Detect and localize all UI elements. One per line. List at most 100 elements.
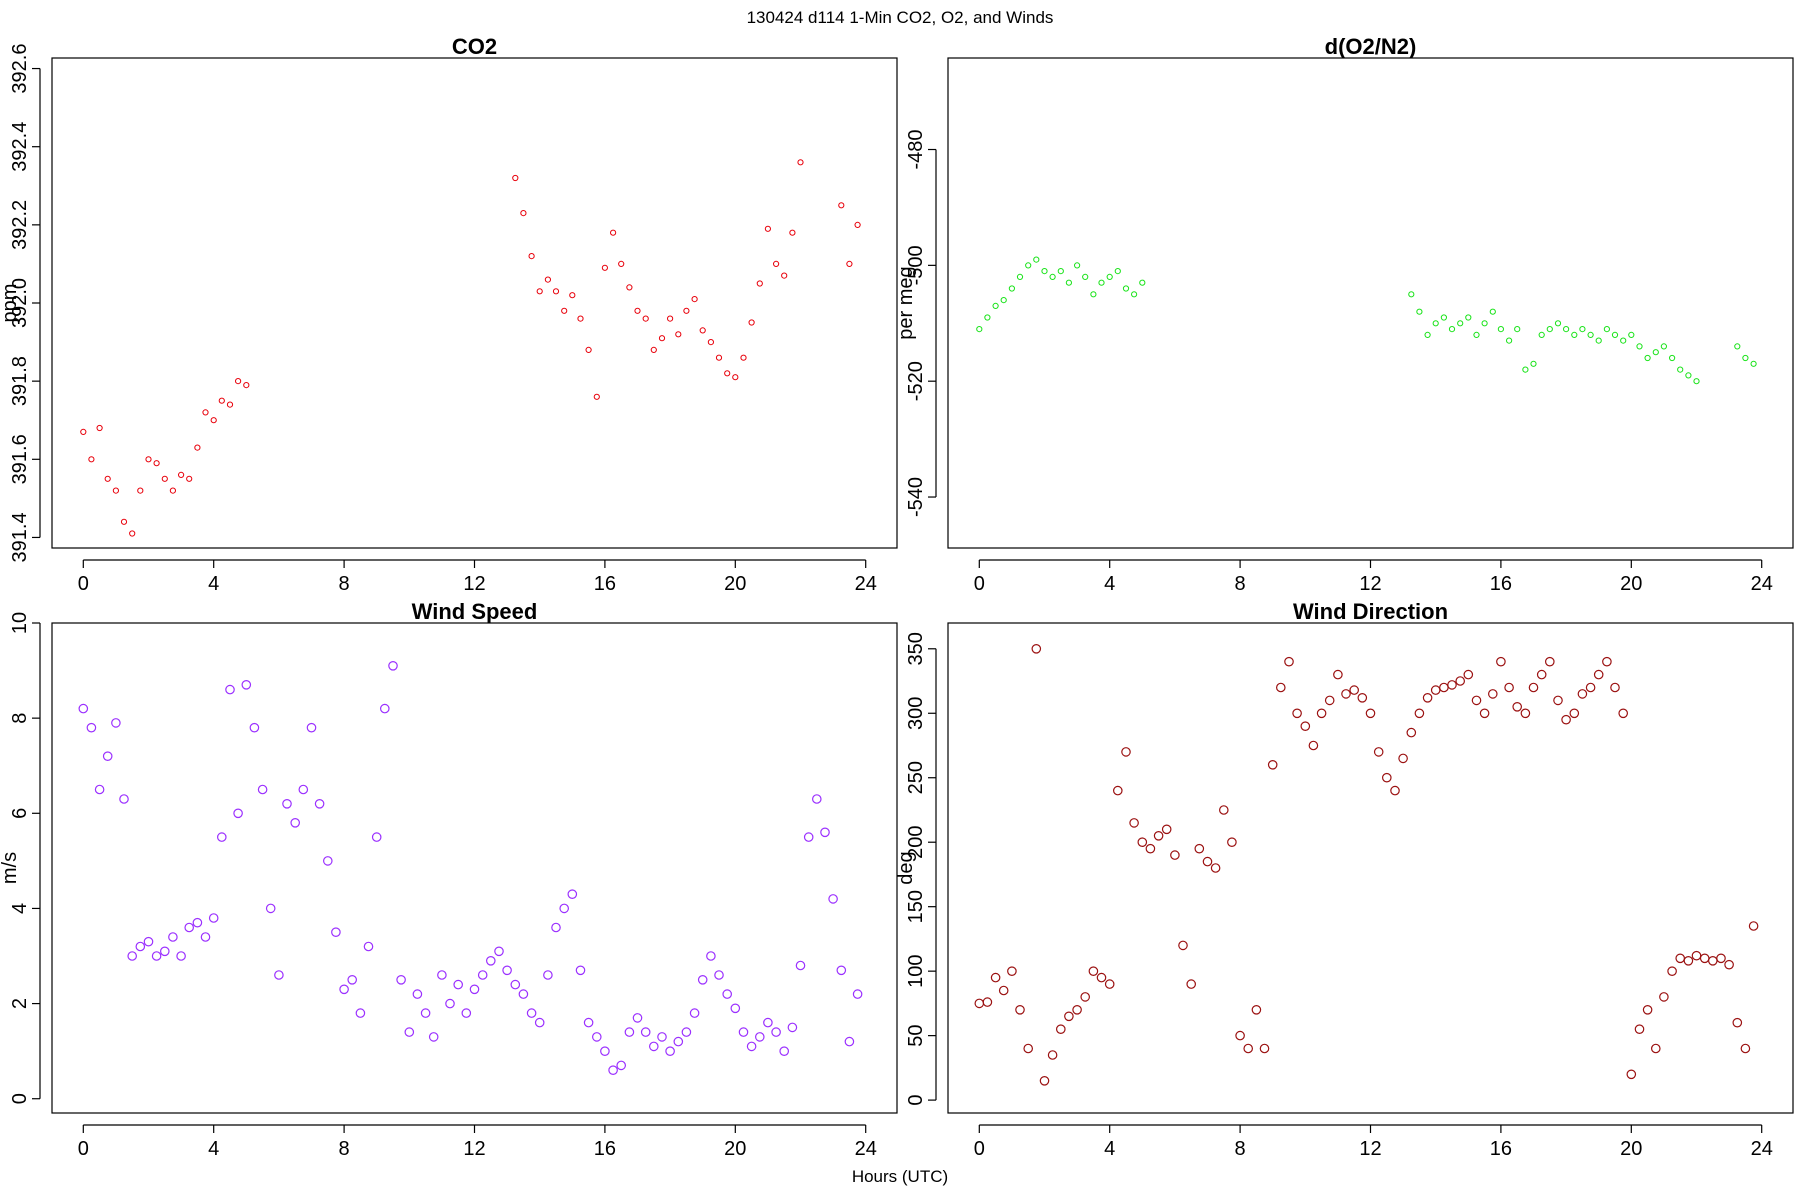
o2n2-data-point — [1644, 354, 1651, 362]
co2-data-point — [642, 315, 649, 322]
wind-speed-data-point — [192, 917, 203, 928]
o2n2-data-point — [1041, 268, 1048, 275]
co2-data-point — [161, 475, 168, 482]
co2-data-point — [781, 272, 788, 279]
wind-direction-data-point — [1072, 1004, 1082, 1015]
o2n2-data-point — [1546, 326, 1553, 333]
co2-data-point — [707, 339, 715, 346]
co2-data-point — [528, 253, 535, 260]
co2-data-point — [618, 260, 625, 267]
wind-direction-data-point — [998, 985, 1009, 996]
wind-direction-data-point — [1561, 714, 1571, 725]
o2n2-data-point — [1685, 372, 1692, 379]
wind-direction-y-tick-label: 200 — [905, 826, 927, 859]
wind-speed-data-point — [689, 1008, 700, 1018]
co2-data-point — [520, 210, 527, 217]
wind-direction-data-point — [1170, 850, 1180, 860]
wind-direction-data-point — [1382, 772, 1392, 783]
co2-data-point — [846, 260, 853, 267]
o2n2-plot-frame — [947, 57, 1794, 549]
wind-direction-data-point — [1708, 955, 1718, 966]
wind-direction-data-point — [1740, 1043, 1751, 1054]
co2-data-point — [194, 444, 201, 451]
co2-panel: CO2 0 4 8 12 16 20 24 391.4 391.6 391.8 392.0 392.2 3… — [0, 34, 898, 595]
wind-direction-data-point — [982, 997, 993, 1007]
co2-y-tick-label: 391.8 — [9, 356, 31, 406]
co2-x-tick-label: 8 — [339, 573, 350, 595]
co2-data-point — [593, 393, 600, 400]
wind-speed-data-point — [738, 1027, 749, 1037]
o2n2-data-point — [1122, 285, 1130, 292]
wind-direction-data-point — [1357, 692, 1368, 703]
wind-speed-data-point — [274, 970, 284, 980]
wind-direction-data-point — [1496, 656, 1506, 667]
wind-direction-x-tick-label: 8 — [1235, 1138, 1246, 1160]
wind-speed-data-point — [583, 1017, 594, 1028]
o2n2-data-point — [1563, 326, 1570, 333]
o2n2-data-point — [1506, 337, 1513, 344]
wind-speed-data-point — [559, 903, 569, 914]
wind-speed-data-point — [575, 965, 586, 976]
wind-direction-data-point — [1545, 656, 1555, 667]
wind-direction-data-point — [1618, 708, 1628, 719]
wind-direction-data-point — [1047, 1050, 1058, 1060]
wind-direction-data-point — [1471, 695, 1482, 706]
wind-speed-data-point — [591, 1032, 602, 1042]
wind-direction-data-point — [1406, 727, 1417, 738]
wind-direction-data-point — [1333, 669, 1343, 680]
o2n2-data-point — [1432, 320, 1439, 327]
o2n2-data-point — [1628, 331, 1635, 338]
wind-speed-data-point — [437, 970, 447, 980]
wind-direction-data-point — [1251, 1004, 1262, 1015]
o2n2-data-point — [1554, 320, 1562, 327]
o2n2-data-point — [1033, 256, 1040, 263]
wind-direction-data-point — [1439, 682, 1449, 693]
wind-speed-x-tick-label: 20 — [724, 1138, 746, 1160]
wind-speed-y-tick-label: 2 — [9, 998, 31, 1009]
wind-speed-data-point — [706, 951, 716, 961]
co2-data-point — [186, 475, 193, 482]
wind-direction-data-point — [1056, 1024, 1066, 1034]
wind-direction-y-tick-label: 100 — [905, 954, 927, 987]
wind-direction-title: Wind Direction — [1293, 599, 1448, 624]
co2-data-point — [536, 288, 543, 295]
wind-direction-panel: Wind Direction 0 4 8 12 16 20 24 0 50 100 150 200 250… — [895, 599, 1794, 1160]
wind-direction-data-point — [1683, 955, 1694, 966]
co2-data-point — [789, 229, 796, 236]
wind-speed-data-point — [502, 965, 512, 976]
wind-speed-data-point — [665, 1046, 675, 1056]
wind-direction-data-point — [1219, 805, 1229, 815]
wind-direction-data-point — [1455, 676, 1465, 686]
co2-data-point — [724, 370, 731, 377]
o2n2-x-tick-label: 16 — [1490, 573, 1512, 595]
wind-speed-data-point — [811, 794, 822, 804]
o2n2-data-point — [1603, 326, 1611, 333]
wind-speed-data-point — [820, 827, 830, 838]
wind-direction-data-point — [1259, 1043, 1270, 1054]
figure-xlabel: Hours (UTC) — [852, 1167, 948, 1186]
wind-direction-data-point — [1300, 721, 1311, 731]
co2-data-point — [667, 315, 674, 322]
wind-speed-data-point — [322, 856, 333, 866]
o2n2-data-point — [1465, 314, 1472, 321]
wind-speed-title: Wind Speed — [412, 599, 538, 624]
co2-data-point — [748, 319, 755, 326]
o2n2-data-point — [1742, 354, 1749, 362]
wind-speed-data-point — [844, 1036, 855, 1047]
wind-direction-data-point — [1504, 682, 1514, 693]
wind-speed-data-point — [518, 989, 529, 999]
wind-direction-data-point — [1243, 1043, 1253, 1054]
o2n2-data-point — [1750, 360, 1757, 367]
wind-direction-data-point — [1488, 689, 1498, 699]
wind-speed-data-point — [673, 1036, 684, 1047]
wind-speed-data-point — [803, 832, 814, 842]
wind-speed-data-point — [771, 1027, 781, 1037]
co2-data-point — [756, 280, 763, 287]
o2n2-data-point — [1416, 308, 1423, 315]
co2-data-point — [210, 417, 217, 424]
wind-speed-data-point — [746, 1041, 757, 1052]
o2n2-data-point — [1636, 343, 1643, 350]
wind-speed-data-point — [282, 798, 292, 809]
